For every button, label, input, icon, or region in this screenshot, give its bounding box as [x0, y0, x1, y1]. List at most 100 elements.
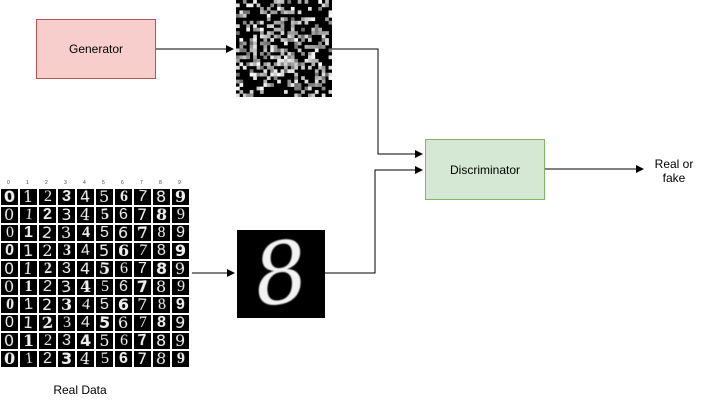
noise-pixel	[239, 83, 244, 87]
noise-pixel	[253, 72, 257, 77]
grid-header-tick: 3	[64, 180, 67, 186]
noise-pixel	[266, 34, 271, 39]
grid-digit-cell: 3	[58, 261, 75, 277]
grid-digit-cell: 8	[153, 207, 170, 223]
real-sample-image: 8	[237, 230, 325, 318]
noise-pixel	[290, 58, 295, 63]
noise-pixel	[301, 38, 305, 42]
grid-digit-cell: 1	[20, 243, 37, 259]
noise-pixel	[260, 72, 264, 77]
noise-pixel	[249, 72, 254, 77]
noise-pixel	[297, 48, 302, 53]
noise-pixel	[314, 72, 319, 77]
grid-digit-cell: 8	[153, 243, 170, 259]
grid-digit-cell: 3	[58, 225, 75, 241]
grid-digit-cell: 3	[58, 243, 75, 259]
discriminator-label: Discriminator	[449, 162, 520, 177]
grid-digit-cell: 2	[39, 333, 56, 349]
noise-pixel	[318, 65, 323, 70]
noise-pixel	[294, 41, 299, 46]
grid-digit-cell: 2	[39, 315, 56, 331]
noise-pixel	[311, 27, 316, 32]
noise-pixel	[301, 76, 305, 80]
grid-header-tick: 9	[178, 180, 181, 186]
noise-pixel	[308, 58, 312, 63]
output-label-line2: fake	[662, 171, 686, 185]
noise-pixel	[256, 3, 261, 8]
noise-pixel	[284, 48, 288, 53]
noise-pixel	[314, 31, 319, 35]
grid-digit-cell: 9	[172, 297, 189, 313]
noise-pixel	[314, 48, 319, 53]
grid-digit-cell: 6	[115, 315, 132, 331]
noise-pixel	[321, 69, 326, 74]
grid-digit-cell: 1	[20, 225, 37, 241]
grid-digit-cell: 6	[115, 243, 132, 259]
grid-digit-cell: 9	[172, 315, 189, 331]
grid-digit-cell: 8	[153, 351, 170, 367]
grid-header-tick: 5	[102, 180, 105, 186]
noise-pixel	[280, 6, 285, 11]
noise-pixel	[294, 62, 299, 67]
noise-pixel	[260, 34, 264, 39]
noise-pixel	[311, 62, 316, 67]
generator-label: Generator	[68, 42, 124, 56]
noise-pixel	[249, 62, 254, 67]
grid-header-tick: 4	[83, 180, 86, 186]
noise-pixel	[273, 0, 278, 4]
noise-pixel	[263, 55, 268, 60]
real-data-label: Real Data	[53, 383, 107, 397]
noise-pixel	[328, 13, 332, 18]
noise-pixel	[304, 58, 309, 63]
grid-digit-cell: 7	[134, 333, 151, 349]
noise-pixel	[280, 38, 285, 42]
noise-pixel	[328, 48, 332, 53]
noise-pixel	[270, 3, 275, 8]
noise-pixel	[242, 13, 247, 18]
noise-pixel	[239, 38, 244, 42]
noise-pixel	[314, 27, 319, 32]
noise-pixel	[325, 31, 329, 35]
noise-pixel	[325, 41, 329, 46]
grid-digit-cell: 0	[1, 225, 18, 241]
noise-pixel	[260, 90, 264, 94]
noise-pixel	[270, 65, 275, 70]
noise-pixel	[321, 93, 326, 97]
noise-pixel	[239, 41, 244, 46]
noise-pixel	[263, 48, 268, 53]
noise-pixel	[242, 65, 247, 70]
grid-header-tick: 1	[26, 180, 29, 186]
noise-pixel	[236, 55, 240, 60]
grid-digit-cell: 6	[115, 297, 132, 313]
noise-pixel	[294, 58, 299, 63]
noise-pixel	[297, 86, 302, 91]
noise-pixel	[236, 31, 240, 35]
noise-pixel	[270, 24, 275, 29]
noise-pixel	[321, 45, 326, 49]
grid-digit-cell: 4	[77, 189, 94, 205]
noise-pixel	[297, 62, 302, 67]
noise-pixel	[263, 41, 268, 46]
noise-pixel	[277, 55, 281, 60]
noise-pixel	[277, 0, 281, 4]
noise-pixel	[297, 10, 302, 15]
noise-pixel	[242, 10, 247, 15]
grid-digit-cell: 2	[39, 261, 56, 277]
grid-digit: 8	[157, 225, 166, 241]
grid-digit-cell: 2	[39, 351, 56, 367]
noise-pixel	[239, 10, 244, 15]
grid-digit-cell: 3	[58, 351, 75, 367]
grid-digit-cell: 6	[115, 279, 132, 295]
noise-pixel	[236, 24, 240, 29]
noise-pixel	[314, 45, 319, 49]
grid-digit: 5	[99, 333, 110, 349]
noise-pixel	[294, 79, 299, 84]
noise-pixel	[266, 13, 271, 18]
noise-pixel	[294, 45, 299, 49]
noise-pixel	[242, 48, 247, 53]
noise-pixel	[246, 27, 251, 32]
noise-pixel	[304, 0, 309, 4]
noise-pixel	[311, 45, 316, 49]
noise-pixel	[325, 38, 329, 42]
